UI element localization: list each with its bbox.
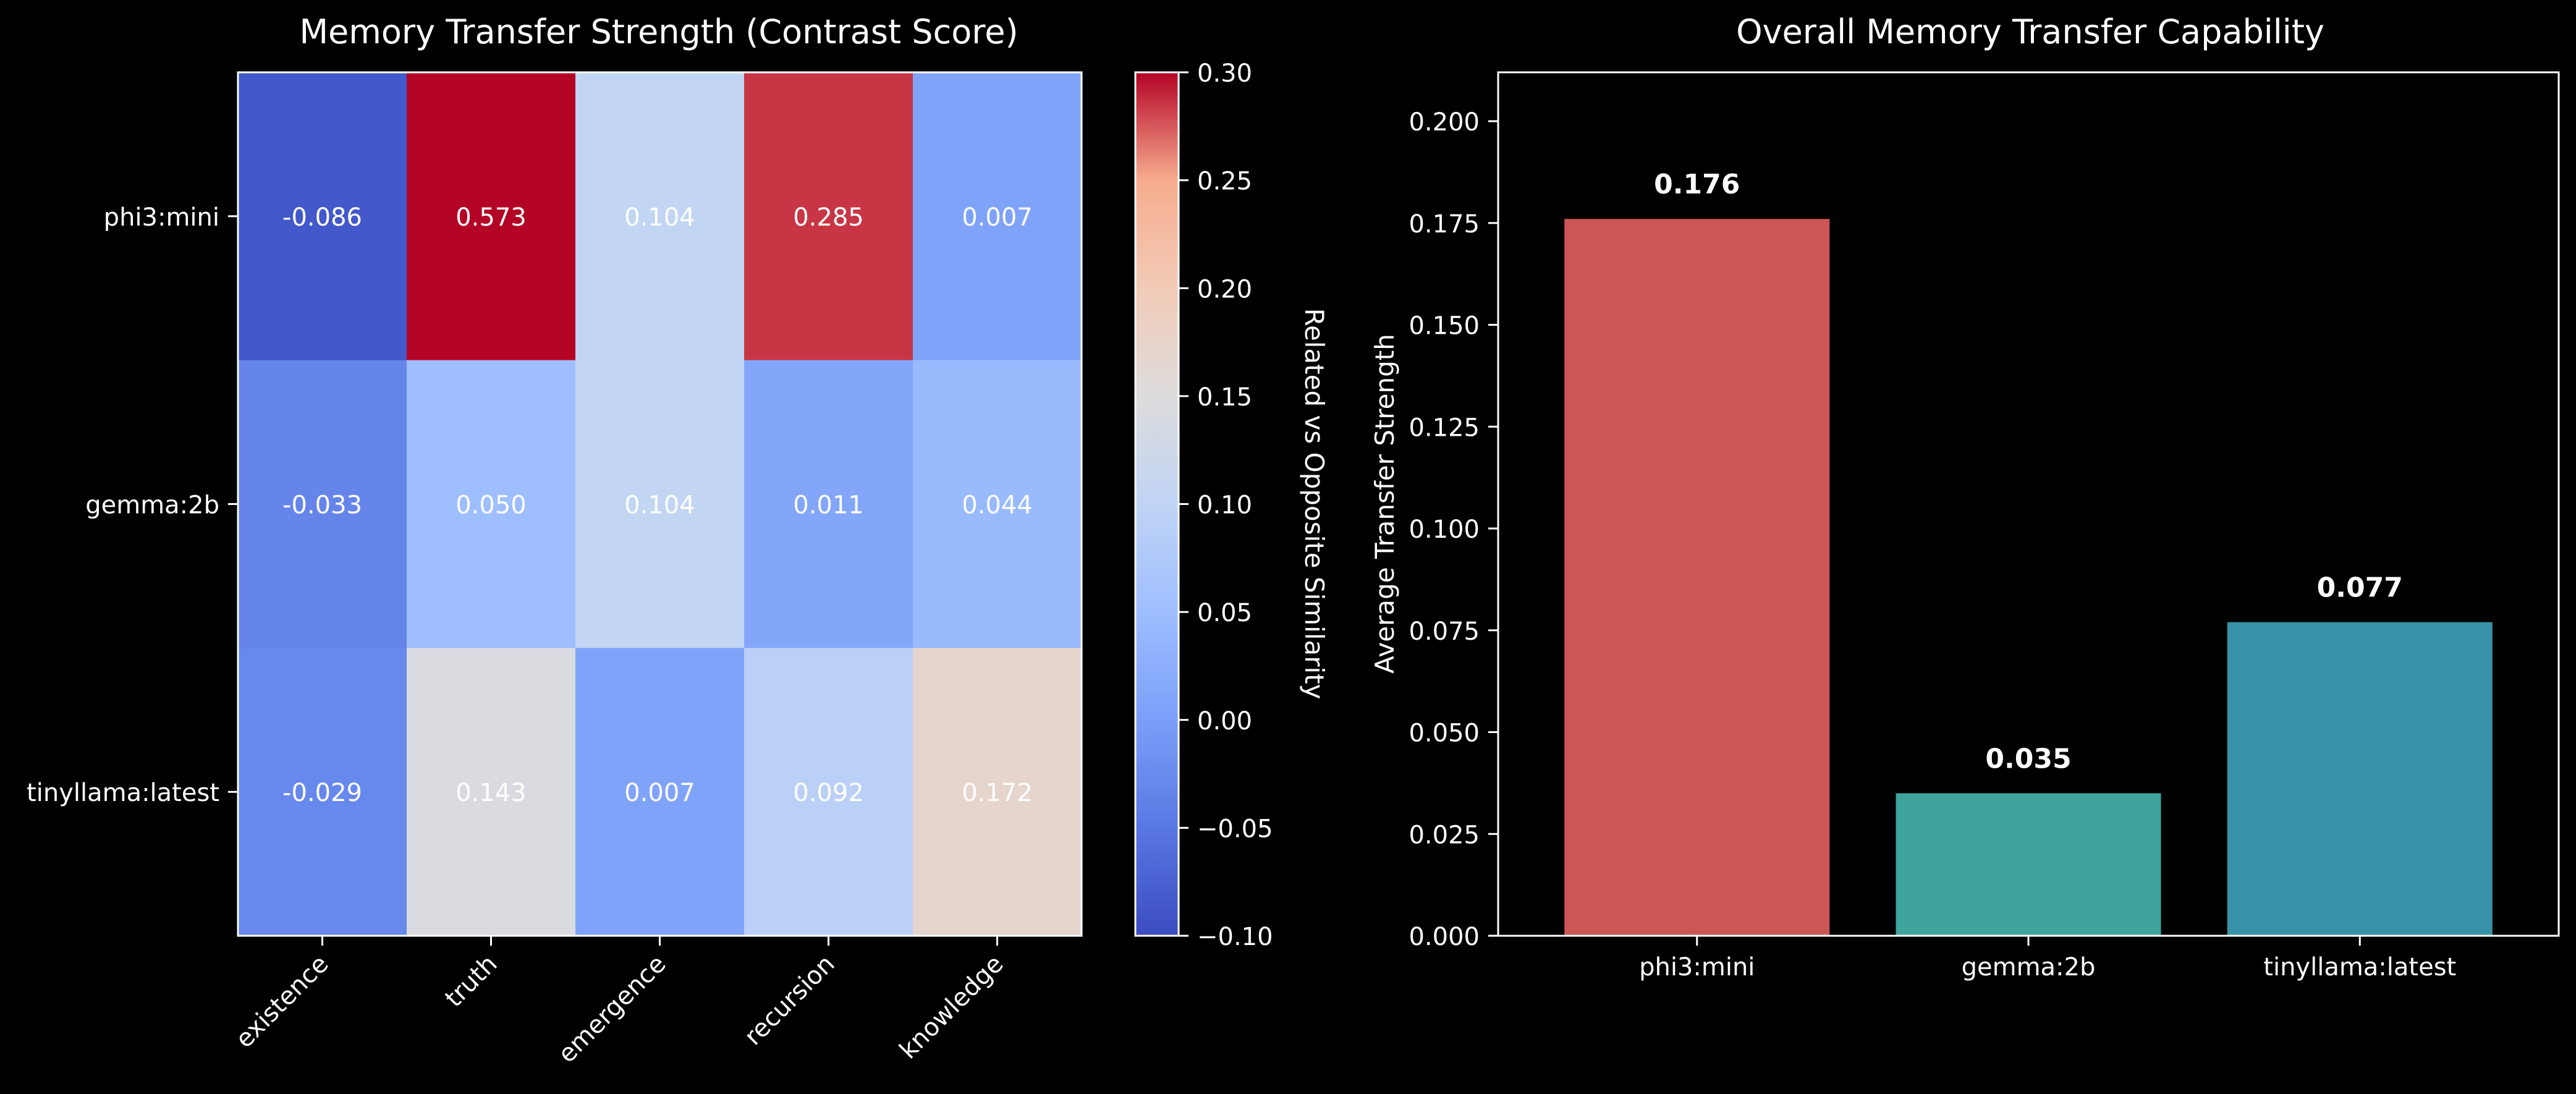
- heatmap-cell: [575, 72, 745, 361]
- bar-value-label: 0.176: [1654, 169, 1740, 200]
- heatmap-cell: [913, 360, 1082, 648]
- colorbar-tick-label: 0.30: [1197, 59, 1252, 88]
- heatmap-row-label: gemma:2b: [85, 491, 219, 520]
- heatmap-cell-value: 0.007: [962, 203, 1033, 232]
- heatmap-row-label: phi3:mini: [104, 203, 219, 232]
- heatmap-row-label: tinyllama:latest: [27, 779, 219, 807]
- bar-x-tick-label: phi3:mini: [1639, 953, 1755, 982]
- heatmap-cell: [913, 648, 1082, 936]
- bar: [1564, 219, 1830, 936]
- bar-chart-title: Overall Memory Transfer Capability: [1736, 12, 2324, 51]
- bar-y-axis-label: Average Transfer Strength: [1370, 334, 1400, 674]
- heatmap-cell: [575, 360, 745, 648]
- heatmap-cell-value: 0.092: [793, 779, 864, 807]
- heatmap-cell: [744, 648, 913, 936]
- colorbar-gradient: [1134, 71, 1180, 937]
- bar-value-label: 0.035: [1985, 743, 2071, 774]
- colorbar-tick-label: 0.15: [1197, 383, 1252, 412]
- heatmap-cell-value: -0.033: [282, 491, 362, 520]
- bar-y-tick-label: 0.100: [1409, 515, 1480, 544]
- colorbar-ticks: −0.10 −0.05 0.00 0.05 0.10 0.15 0.20 0.25 0.30: [1179, 59, 1273, 951]
- heatmap-cell-value: -0.086: [282, 203, 362, 232]
- heatmap-cell-value: 0.011: [793, 491, 864, 520]
- heatmap-cell: [238, 648, 407, 936]
- heatmap-cell-value: 0.104: [624, 491, 695, 520]
- heatmap-cell-value: 0.172: [962, 779, 1033, 807]
- heatmap-cell: [744, 72, 913, 361]
- colorbar: −0.10 −0.05 0.00 0.05 0.10 0.15 0.20 0.25 0.30 R…: [1134, 59, 1329, 951]
- heatmap-cell-value: 0.007: [624, 779, 695, 807]
- bar-chart-bars: [1564, 219, 2493, 936]
- heatmap-cell: [913, 72, 1082, 361]
- colorbar-tick-label: 0.10: [1197, 491, 1252, 520]
- heatmap-cell-value: 0.050: [455, 491, 527, 520]
- heatmap-cell: [407, 648, 576, 936]
- bar-panel: Overall Memory Transfer Capability 0.176…: [1370, 12, 2560, 982]
- heatmap-cell-value: 0.143: [455, 779, 527, 807]
- colorbar-tick-label: 0.25: [1197, 167, 1252, 196]
- bar-value-label: 0.077: [2317, 572, 2403, 604]
- bar-x-tick-label: gemma:2b: [1962, 953, 2096, 982]
- heatmap-cell: [407, 360, 576, 648]
- colorbar-tick-label: 0.05: [1197, 599, 1252, 627]
- bar: [2227, 622, 2493, 936]
- bar-y-axis-ticks: 0.000 0.025 0.050 0.075 0.100 0.125 0.150 0.175…: [1409, 108, 1498, 951]
- heatmap-cell-value: 0.573: [455, 203, 527, 232]
- bar-y-tick-label: 0.000: [1409, 923, 1480, 951]
- colorbar-label: Related vs Opposite Similarity: [1299, 308, 1329, 700]
- heatmap-cell-value: 0.044: [962, 491, 1033, 520]
- bar: [1896, 793, 2161, 936]
- bar-y-tick-label: 0.175: [1409, 210, 1480, 239]
- bar-y-tick-label: 0.150: [1409, 312, 1480, 341]
- colorbar-tick-label: 0.20: [1197, 275, 1252, 303]
- heatmap-cell-labels: -0.086 0.573 0.104 0.285 0.007 -0.033 0.050 0.1…: [282, 203, 1033, 807]
- bar-y-tick-label: 0.200: [1409, 108, 1480, 137]
- bar-x-axis-ticks: phi3:mini gemma:2b tinyllama:latest: [1639, 936, 2456, 982]
- colorbar-tick-label: −0.05: [1197, 815, 1273, 843]
- colorbar-tick-label: 0.00: [1197, 707, 1252, 736]
- bar-y-tick-label: 0.075: [1409, 617, 1480, 646]
- bar-y-tick-label: 0.050: [1409, 719, 1480, 748]
- bar-x-tick-label: tinyllama:latest: [2263, 953, 2456, 982]
- heatmap-row-labels: phi3:mini gemma:2b tinyllama:latest: [27, 203, 238, 807]
- heatmap-cell-value: 0.104: [624, 203, 695, 232]
- heatmap-cell: [744, 360, 913, 648]
- heatmap-title: Memory Transfer Strength (Contrast Score…: [299, 12, 1018, 51]
- colorbar-tick-label: −0.10: [1197, 923, 1273, 951]
- heatmap-cell: [238, 360, 407, 648]
- heatmap-cell: [575, 648, 745, 936]
- heatmap-cells: [238, 72, 1082, 936]
- bar-y-tick-label: 0.125: [1409, 413, 1480, 442]
- heatmap-cell-value: 0.285: [793, 203, 864, 232]
- heatmap-cell: [238, 72, 407, 361]
- heatmap-cell-value: -0.029: [282, 779, 362, 807]
- bar-value-labels: 0.176 0.035 0.077: [1654, 169, 2403, 774]
- bar-y-tick-label: 0.025: [1409, 821, 1480, 849]
- heatmap-cell: [407, 72, 576, 361]
